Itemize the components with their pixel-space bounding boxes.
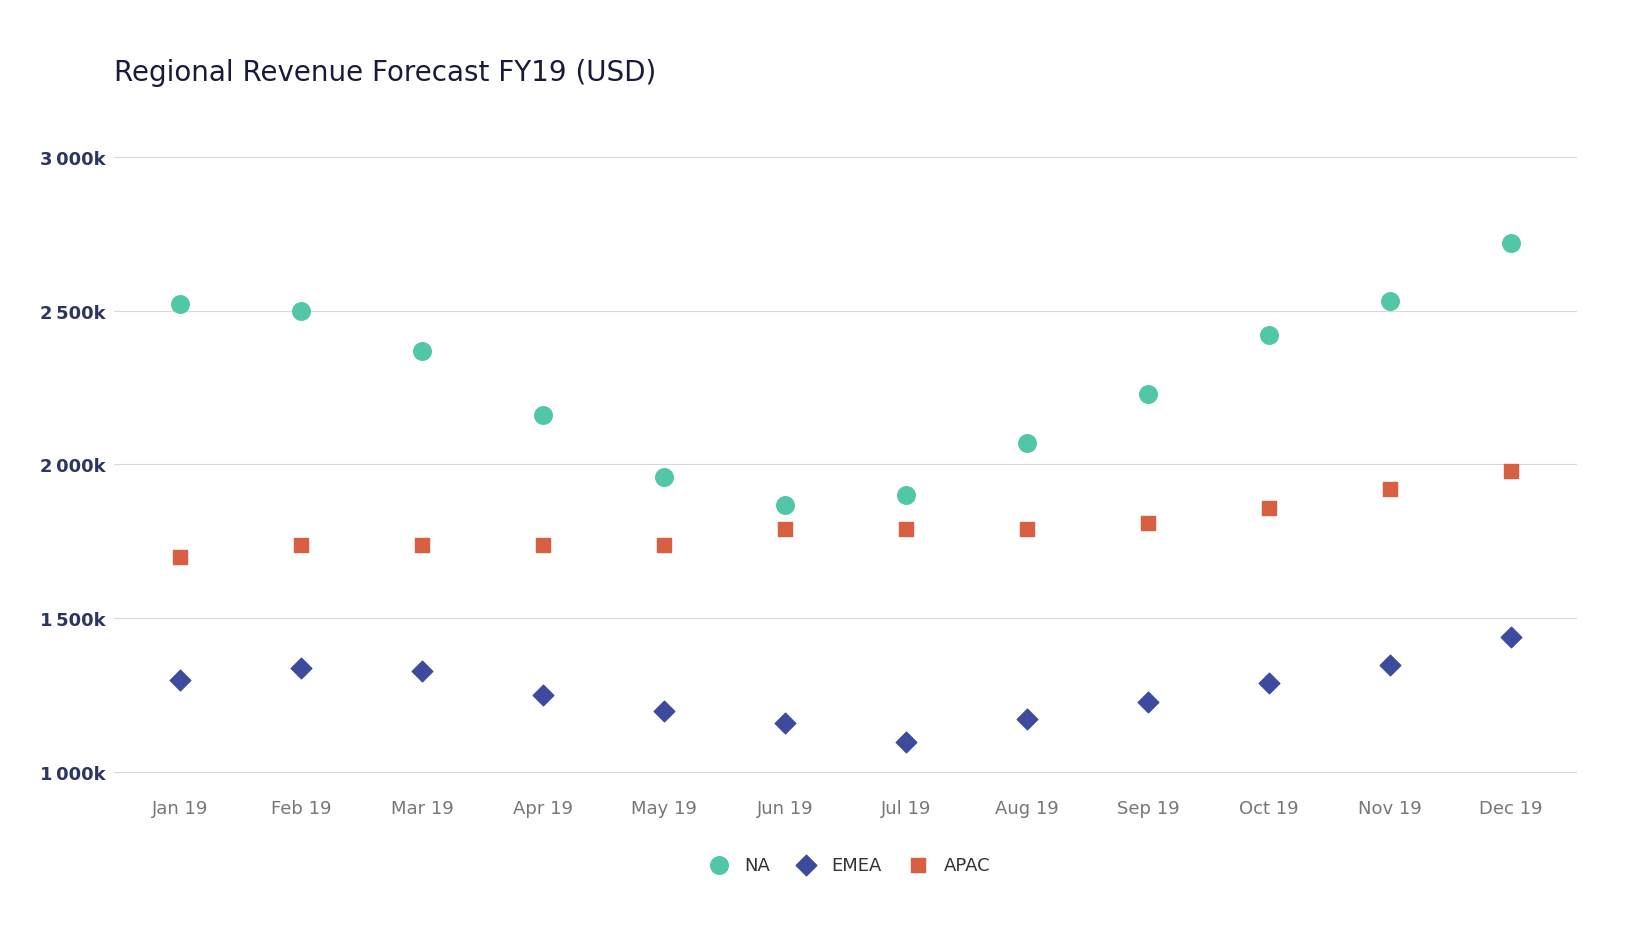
EMEA — [1015, 711, 1041, 726]
EMEA — [1498, 629, 1524, 644]
EMEA — [1135, 694, 1161, 709]
APAC — [893, 522, 919, 537]
APAC — [1135, 516, 1161, 531]
EMEA — [772, 716, 798, 730]
NA — [772, 498, 798, 513]
APAC — [650, 538, 676, 552]
EMEA — [893, 734, 919, 749]
NA — [1015, 436, 1041, 451]
EMEA — [1377, 657, 1403, 672]
NA — [530, 409, 556, 424]
APAC — [772, 522, 798, 537]
APAC — [1498, 464, 1524, 478]
APAC — [530, 538, 556, 552]
Legend: NA, EMEA, APAC: NA, EMEA, APAC — [701, 856, 990, 873]
APAC — [1255, 501, 1281, 515]
NA — [893, 489, 919, 503]
NA — [1255, 328, 1281, 343]
EMEA — [288, 661, 314, 676]
NA — [1377, 295, 1403, 310]
APAC — [288, 538, 314, 552]
APAC — [410, 538, 436, 552]
APAC — [1015, 522, 1041, 537]
APAC — [167, 550, 193, 565]
EMEA — [167, 673, 193, 688]
NA — [410, 344, 436, 359]
Text: Regional Revenue Forecast FY19 (USD): Regional Revenue Forecast FY19 (USD) — [114, 58, 655, 87]
EMEA — [410, 664, 436, 679]
EMEA — [530, 688, 556, 703]
NA — [1498, 236, 1524, 251]
APAC — [1377, 482, 1403, 497]
NA — [650, 470, 676, 485]
NA — [288, 304, 314, 319]
NA — [1135, 387, 1161, 401]
EMEA — [1255, 676, 1281, 691]
NA — [167, 298, 193, 312]
EMEA — [650, 704, 676, 718]
